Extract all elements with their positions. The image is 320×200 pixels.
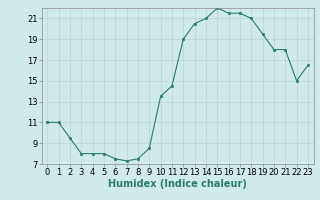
X-axis label: Humidex (Indice chaleur): Humidex (Indice chaleur) bbox=[108, 179, 247, 189]
